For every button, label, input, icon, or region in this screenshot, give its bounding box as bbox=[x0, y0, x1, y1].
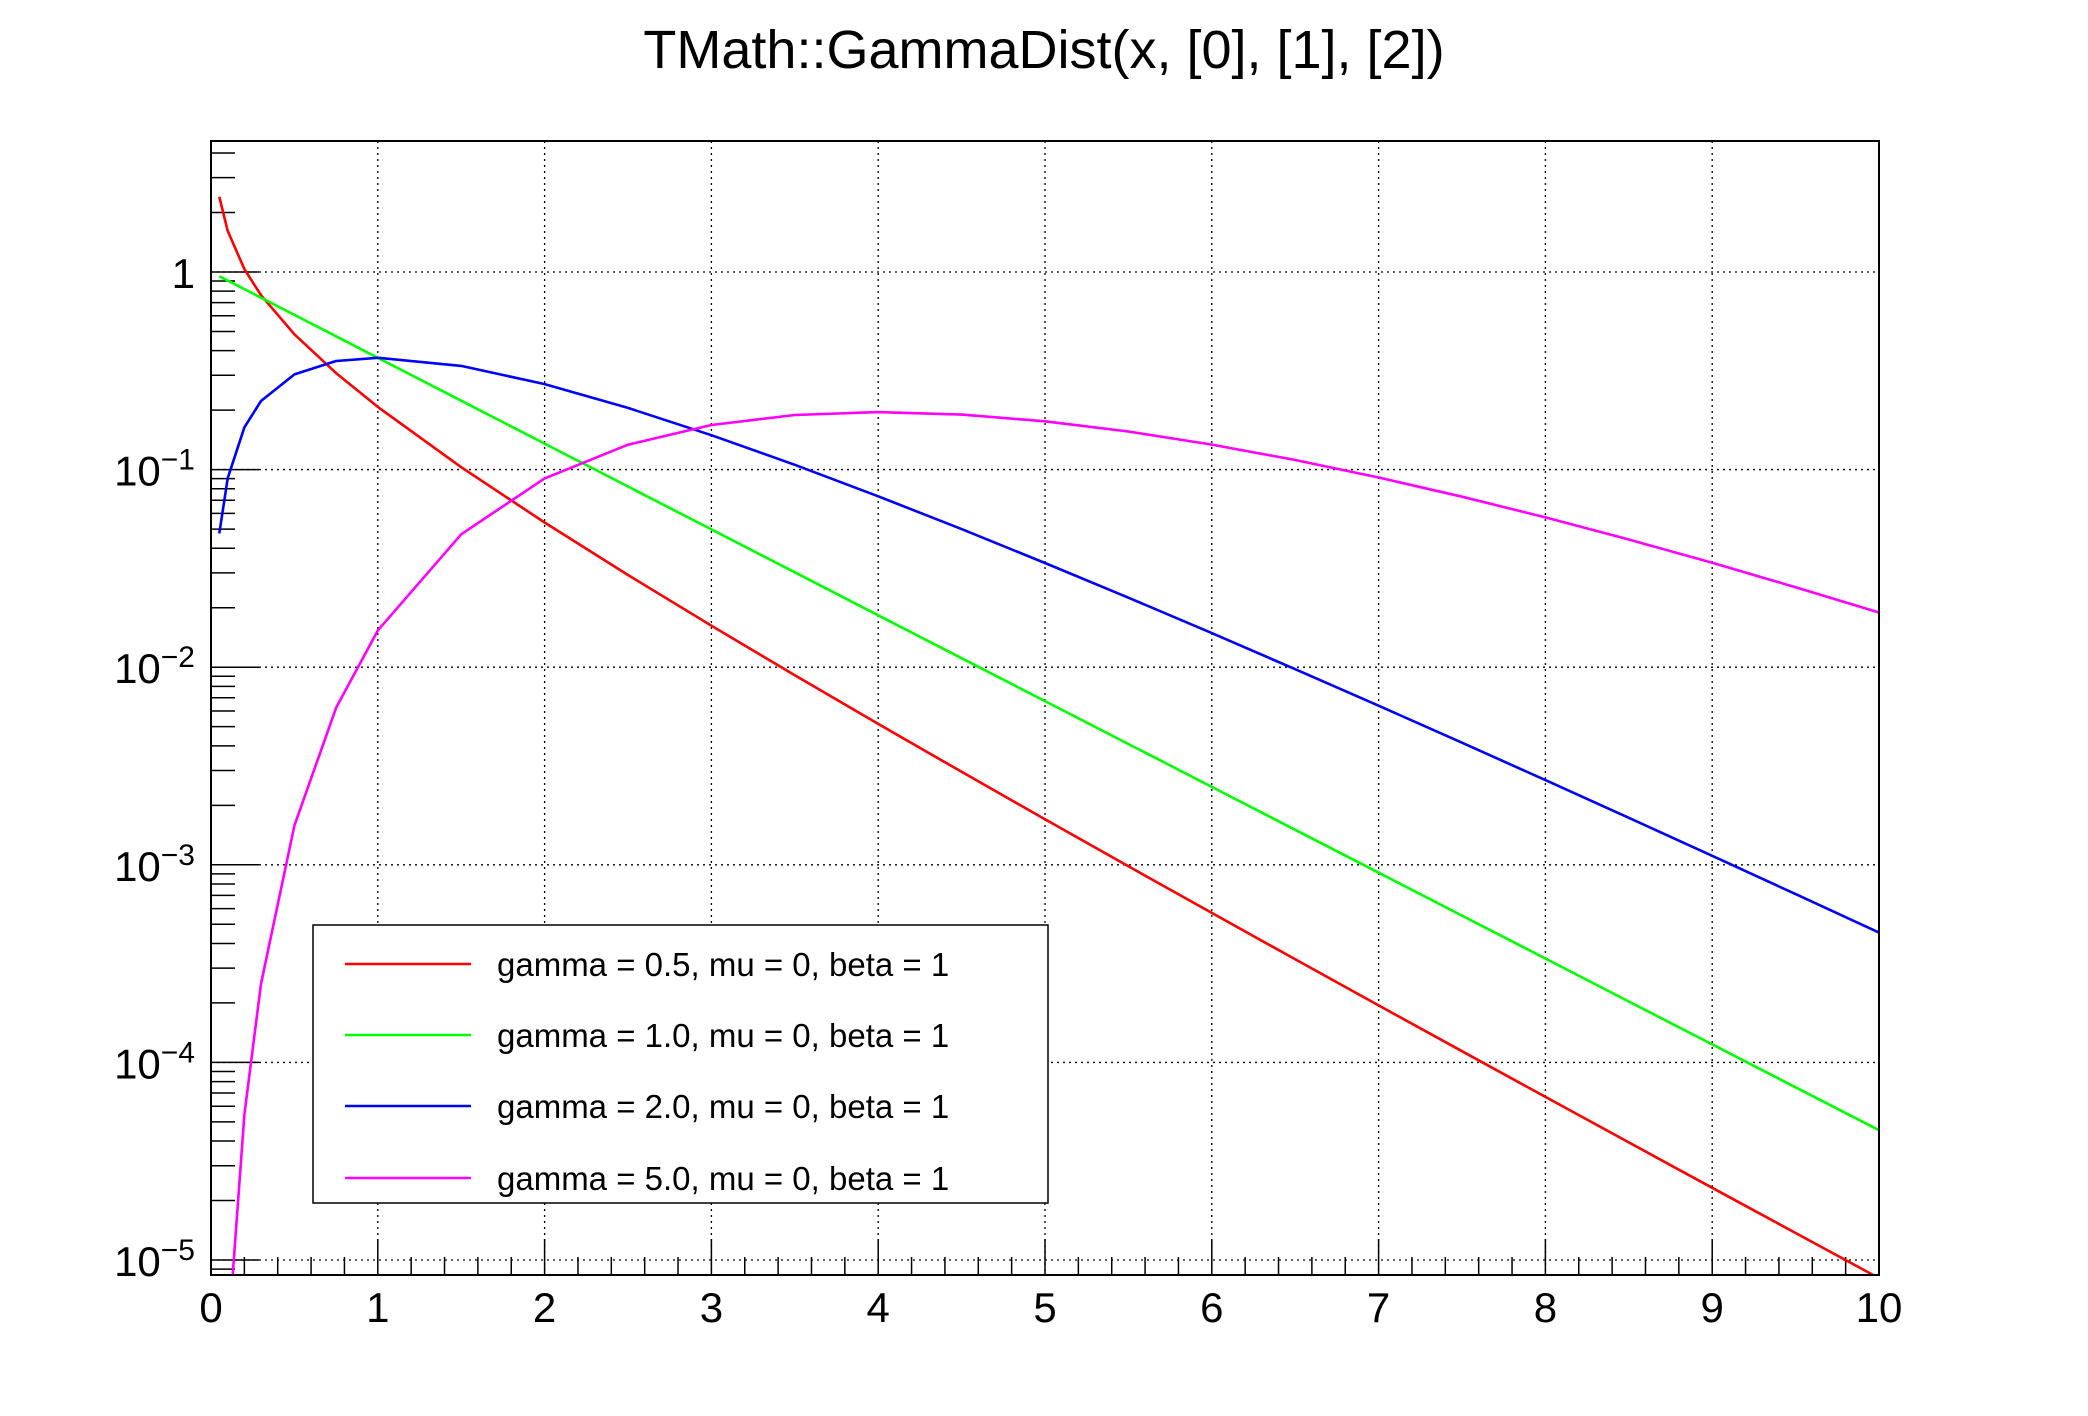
y-tick-exponent: −4 bbox=[161, 1036, 195, 1069]
legend-label: gamma = 5.0, mu = 0, beta = 1 bbox=[497, 1160, 949, 1197]
x-tick-label: 6 bbox=[1200, 1284, 1223, 1331]
series-line bbox=[218, 196, 1874, 1277]
x-tick-label: 0 bbox=[199, 1284, 222, 1331]
y-tick-exponent: −1 bbox=[161, 444, 195, 477]
y-tick-label: 10−3 bbox=[114, 839, 195, 890]
y-tick-base: 10 bbox=[114, 843, 161, 890]
x-tick-label: 4 bbox=[867, 1284, 890, 1331]
legend-box bbox=[312, 924, 1049, 1204]
x-tick-label: 9 bbox=[1701, 1284, 1724, 1331]
legend: gamma = 0.5, mu = 0, beta = 1 gamma = 1.0… bbox=[312, 924, 1049, 1204]
x-tick-label: 3 bbox=[700, 1284, 723, 1331]
plot-frame bbox=[210, 140, 1880, 1276]
x-tick-label: 2 bbox=[533, 1284, 556, 1331]
y-tick-label: 10−1 bbox=[114, 444, 195, 495]
series-group bbox=[218, 196, 1880, 1277]
y-tick-exponent: −5 bbox=[161, 1234, 195, 1267]
y-tick-label: 10−4 bbox=[114, 1036, 195, 1087]
x-tick-label: 5 bbox=[1033, 1284, 1056, 1331]
legend-label: gamma = 0.5, mu = 0, beta = 1 bbox=[497, 946, 949, 983]
series-line bbox=[231, 410, 1880, 1276]
y-tick-base: 1 bbox=[172, 250, 195, 297]
y-tick-label: 1 bbox=[172, 250, 195, 297]
series-line bbox=[218, 275, 1880, 1132]
y-tick-label: 10−2 bbox=[114, 641, 195, 692]
y-tick-exponent: −3 bbox=[161, 839, 195, 872]
x-tick-label: 8 bbox=[1534, 1284, 1557, 1331]
y-tick-label: 10−5 bbox=[114, 1234, 195, 1285]
series-line bbox=[218, 356, 1880, 934]
y-tick-base: 10 bbox=[114, 448, 161, 495]
x-tick-label: 10 bbox=[1856, 1284, 1903, 1331]
y-tick-base: 10 bbox=[114, 1238, 161, 1285]
chart-title: TMath::GammaDist(x, [0], [1], [2]) bbox=[643, 20, 1444, 80]
x-tick-label: 7 bbox=[1367, 1284, 1390, 1331]
x-tick-label: 1 bbox=[366, 1284, 389, 1331]
legend-label: gamma = 2.0, mu = 0, beta = 1 bbox=[497, 1088, 949, 1125]
y-tick-base: 10 bbox=[114, 1040, 161, 1087]
y-tick-base: 10 bbox=[114, 645, 161, 692]
legend-label: gamma = 1.0, mu = 0, beta = 1 bbox=[497, 1017, 949, 1054]
y-tick-exponent: −2 bbox=[161, 641, 195, 674]
